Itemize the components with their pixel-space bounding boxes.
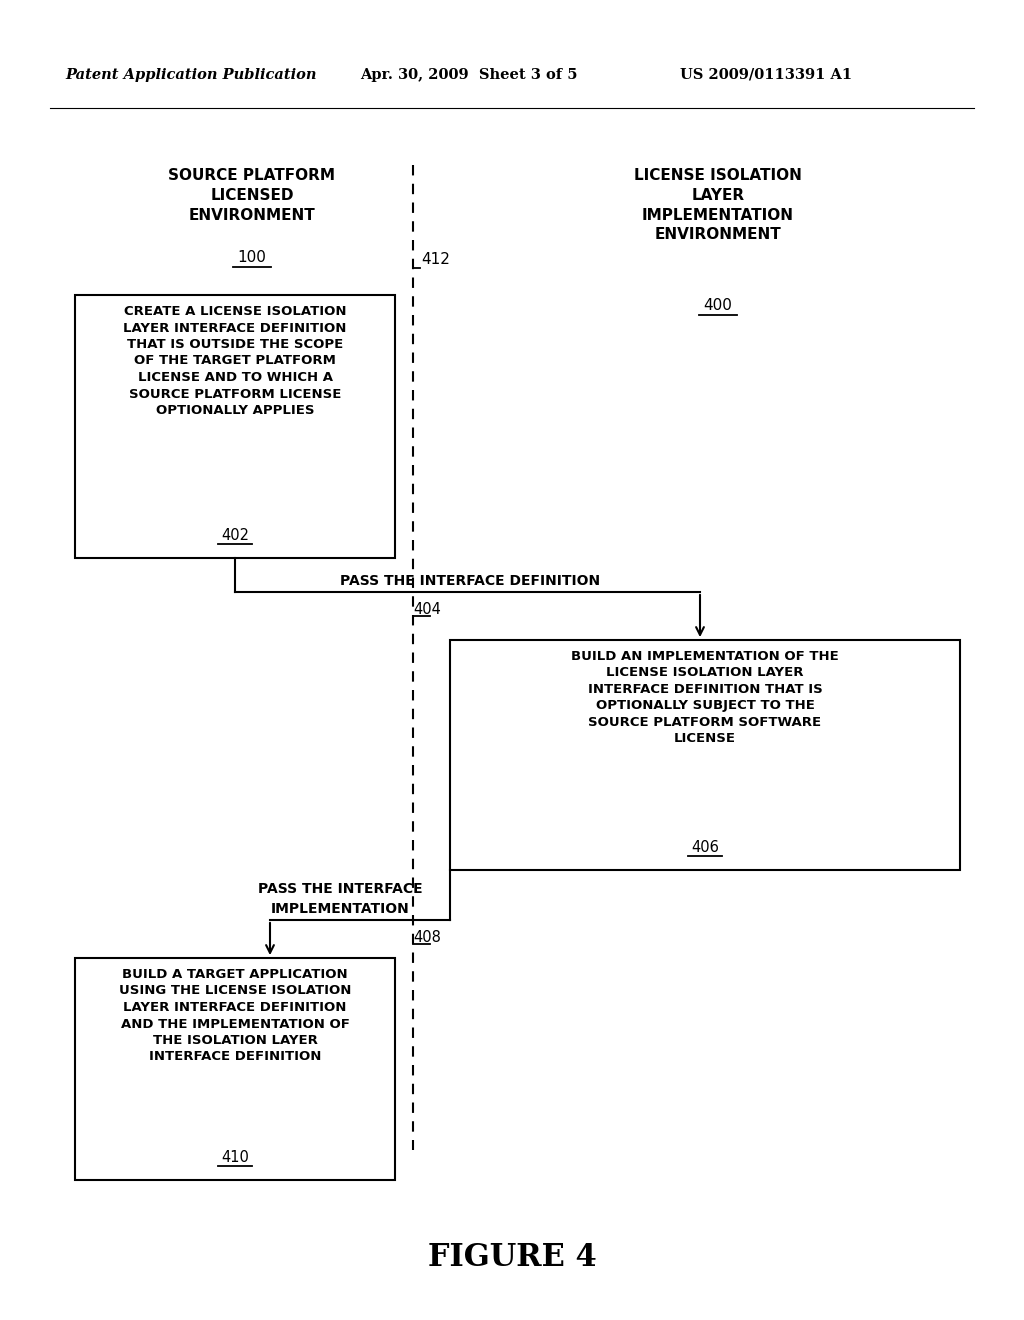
Text: 406: 406 <box>691 840 719 855</box>
Text: BUILD A TARGET APPLICATION
USING THE LICENSE ISOLATION
LAYER INTERFACE DEFINITIO: BUILD A TARGET APPLICATION USING THE LIC… <box>119 968 351 1064</box>
Text: CREATE A LICENSE ISOLATION
LAYER INTERFACE DEFINITION
THAT IS OUTSIDE THE SCOPE
: CREATE A LICENSE ISOLATION LAYER INTERFA… <box>123 305 347 417</box>
Bar <box>75 294 395 558</box>
Text: BUILD AN IMPLEMENTATION OF THE
LICENSE ISOLATION LAYER
INTERFACE DEFINITION THAT: BUILD AN IMPLEMENTATION OF THE LICENSE I… <box>571 649 839 746</box>
Text: PASS THE INTERFACE: PASS THE INTERFACE <box>258 882 422 896</box>
Bar <box>75 958 395 1180</box>
Text: 400: 400 <box>703 298 732 313</box>
Text: Patent Application Publication: Patent Application Publication <box>65 69 316 82</box>
Text: 412: 412 <box>421 252 450 267</box>
Text: 404: 404 <box>413 602 441 616</box>
Bar <box>450 640 961 870</box>
Text: Apr. 30, 2009  Sheet 3 of 5: Apr. 30, 2009 Sheet 3 of 5 <box>360 69 578 82</box>
Text: US 2009/0113391 A1: US 2009/0113391 A1 <box>680 69 852 82</box>
Text: 100: 100 <box>238 249 266 265</box>
Text: LICENSE ISOLATION
LAYER
IMPLEMENTATION
ENVIRONMENT: LICENSE ISOLATION LAYER IMPLEMENTATION E… <box>634 168 802 243</box>
Text: 402: 402 <box>221 528 249 543</box>
Text: FIGURE 4: FIGURE 4 <box>428 1242 596 1274</box>
Text: PASS THE INTERFACE DEFINITION: PASS THE INTERFACE DEFINITION <box>340 574 600 587</box>
Text: IMPLEMENTATION: IMPLEMENTATION <box>270 902 410 916</box>
Text: 408: 408 <box>413 931 441 945</box>
Text: 410: 410 <box>221 1150 249 1166</box>
Text: SOURCE PLATFORM
LICENSED
ENVIRONMENT: SOURCE PLATFORM LICENSED ENVIRONMENT <box>169 168 336 223</box>
